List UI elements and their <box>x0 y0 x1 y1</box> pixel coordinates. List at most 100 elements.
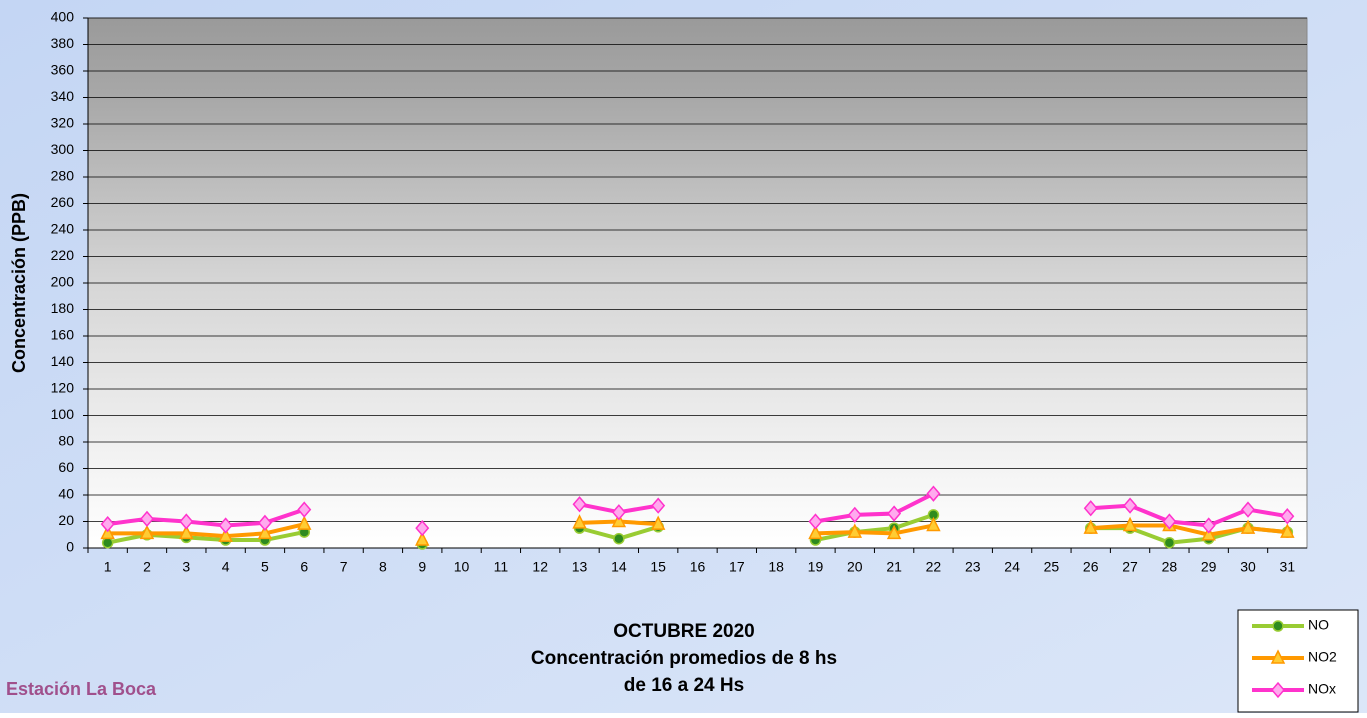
x-tick-label: 14 <box>611 559 627 575</box>
y-tick-label: 380 <box>51 35 75 51</box>
marker <box>1272 620 1284 632</box>
marker <box>886 524 902 540</box>
x-tick-label: 28 <box>1162 559 1178 575</box>
marker <box>179 524 194 540</box>
marker <box>1271 681 1285 699</box>
marker <box>1083 500 1098 517</box>
y-tick-label: 360 <box>51 62 75 78</box>
marker <box>1162 513 1177 530</box>
x-tick-label: 11 <box>494 559 509 575</box>
x-tick-label: 31 <box>1280 559 1296 575</box>
y-tick-label: 180 <box>51 300 75 316</box>
y-tick-label: 320 <box>51 115 75 131</box>
x-tick-label: 9 <box>418 559 426 575</box>
y-tick-label: 400 <box>51 9 75 25</box>
marker <box>257 524 273 540</box>
x-tick-label: 16 <box>690 559 706 575</box>
x-tick-label: 19 <box>808 559 824 575</box>
x-tick-label: 8 <box>379 559 387 575</box>
marker <box>613 532 625 545</box>
x-tick-label: 7 <box>340 559 348 575</box>
chart-subtitle: Concentración promedios de 8 hs <box>531 648 837 669</box>
y-tick-label: 120 <box>51 380 75 396</box>
marker <box>572 496 587 513</box>
marker <box>1163 536 1176 549</box>
x-tick-label: 30 <box>1240 559 1256 575</box>
marker <box>100 515 115 533</box>
y-tick-label: 60 <box>58 459 74 475</box>
marker <box>926 485 941 502</box>
marker <box>1241 501 1256 518</box>
x-tick-label: 12 <box>532 559 548 575</box>
x-tick-label: 4 <box>222 559 230 575</box>
marker <box>572 514 587 529</box>
legend-label: NOx <box>1308 681 1336 697</box>
x-tick-label: 26 <box>1083 559 1099 575</box>
marker <box>1280 508 1295 525</box>
chart-subtitle: de 16 a 24 Hs <box>624 675 744 696</box>
x-tick-label: 15 <box>650 559 666 575</box>
marker <box>218 527 233 542</box>
marker <box>1270 649 1286 664</box>
y-tick-label: 220 <box>51 247 75 263</box>
y-axis-label: Concentración (PPB) <box>9 193 29 373</box>
station-label: Estación La Boca <box>6 679 157 699</box>
y-tick-label: 300 <box>51 141 75 157</box>
x-tick-label: 21 <box>886 559 902 575</box>
marker <box>1123 497 1138 514</box>
y-tick-label: 160 <box>51 327 75 343</box>
marker <box>1083 519 1098 534</box>
marker <box>651 497 666 514</box>
marker <box>297 515 312 530</box>
x-tick-label: 2 <box>143 559 151 575</box>
x-tick-label: 6 <box>300 559 308 575</box>
marker <box>887 505 902 522</box>
x-tick-label: 18 <box>768 559 784 575</box>
legend-label: NO <box>1308 617 1329 633</box>
marker <box>611 504 626 521</box>
marker <box>1201 517 1216 534</box>
x-tick-label: 22 <box>926 559 942 575</box>
marker <box>100 524 115 540</box>
y-tick-label: 40 <box>58 486 74 502</box>
marker <box>808 513 823 530</box>
marker <box>926 516 941 532</box>
marker <box>1240 519 1256 534</box>
x-tick-label: 17 <box>729 559 745 575</box>
marker <box>650 515 666 530</box>
marker <box>611 512 627 528</box>
y-tick-label: 100 <box>51 406 75 422</box>
x-tick-label: 1 <box>104 559 112 575</box>
x-tick-label: 10 <box>454 559 470 575</box>
marker <box>101 536 114 549</box>
y-tick-label: 260 <box>51 194 75 210</box>
legend-label: NO2 <box>1308 649 1337 665</box>
x-tick-label: 20 <box>847 559 863 575</box>
y-tick-label: 0 <box>66 539 74 555</box>
marker <box>257 514 272 531</box>
x-tick-label: 29 <box>1201 559 1217 575</box>
marker <box>1280 523 1295 538</box>
x-tick-label: 5 <box>261 559 269 575</box>
x-tick-label: 27 <box>1122 559 1138 575</box>
marker <box>1201 526 1216 541</box>
marker <box>139 510 154 528</box>
x-tick-label: 13 <box>572 559 588 575</box>
y-tick-label: 140 <box>51 353 75 369</box>
x-tick-label: 24 <box>1004 559 1020 575</box>
y-tick-label: 20 <box>58 512 74 528</box>
chart-title: OCTUBRE 2020 <box>613 621 755 642</box>
marker <box>218 517 233 534</box>
x-tick-label: 23 <box>965 559 981 575</box>
marker <box>415 531 430 546</box>
marker <box>297 501 312 518</box>
x-tick-label: 25 <box>1044 559 1060 575</box>
marker <box>139 524 155 540</box>
marker <box>847 523 863 538</box>
marker <box>179 513 194 530</box>
marker <box>1122 516 1138 532</box>
y-tick-label: 340 <box>51 88 75 104</box>
x-tick-label: 3 <box>182 559 190 575</box>
